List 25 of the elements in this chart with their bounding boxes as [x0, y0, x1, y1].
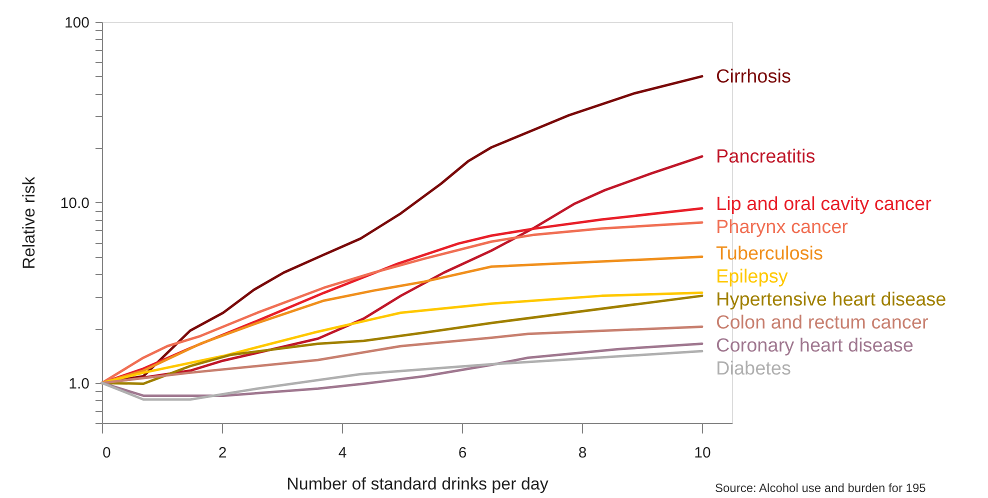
source-note: Source: Alcohol use and burden for 195 [715, 481, 926, 495]
series-label: Cirrhosis [716, 66, 791, 88]
x-tick-label: 4 [338, 444, 347, 462]
y-tick-label: 100 [64, 14, 90, 32]
y-axis-title: Relative risk [19, 176, 38, 270]
line-series [100, 325, 704, 384]
series-label: Colon and rectum cancer [716, 312, 929, 334]
y-tick-label: 1.0 [68, 375, 90, 392]
series-label: Pancreatitis [716, 146, 816, 168]
x-tick-label: 0 [102, 444, 111, 462]
line-series [100, 350, 704, 401]
x-tick-label: 8 [578, 444, 587, 462]
series-label: Diabetes [716, 358, 791, 380]
line-series [100, 342, 704, 397]
x-tick-label: 2 [218, 444, 227, 462]
series-label: Pharynx cancer [716, 216, 849, 238]
series-label: Hypertensive heart disease [716, 290, 946, 311]
series-label: Lip and oral cavity cancer [716, 194, 932, 215]
x-axis-title: Number of standard drinks per day [286, 474, 549, 494]
series-label: Tuberculosis [716, 244, 824, 265]
x-tick-label: 10 [694, 444, 711, 462]
y-tick-label: 10.0 [60, 194, 90, 212]
x-tick-label: 6 [458, 444, 467, 462]
series-label: Coronary heart disease [716, 336, 914, 357]
series-label: Epilepsy [716, 266, 788, 288]
